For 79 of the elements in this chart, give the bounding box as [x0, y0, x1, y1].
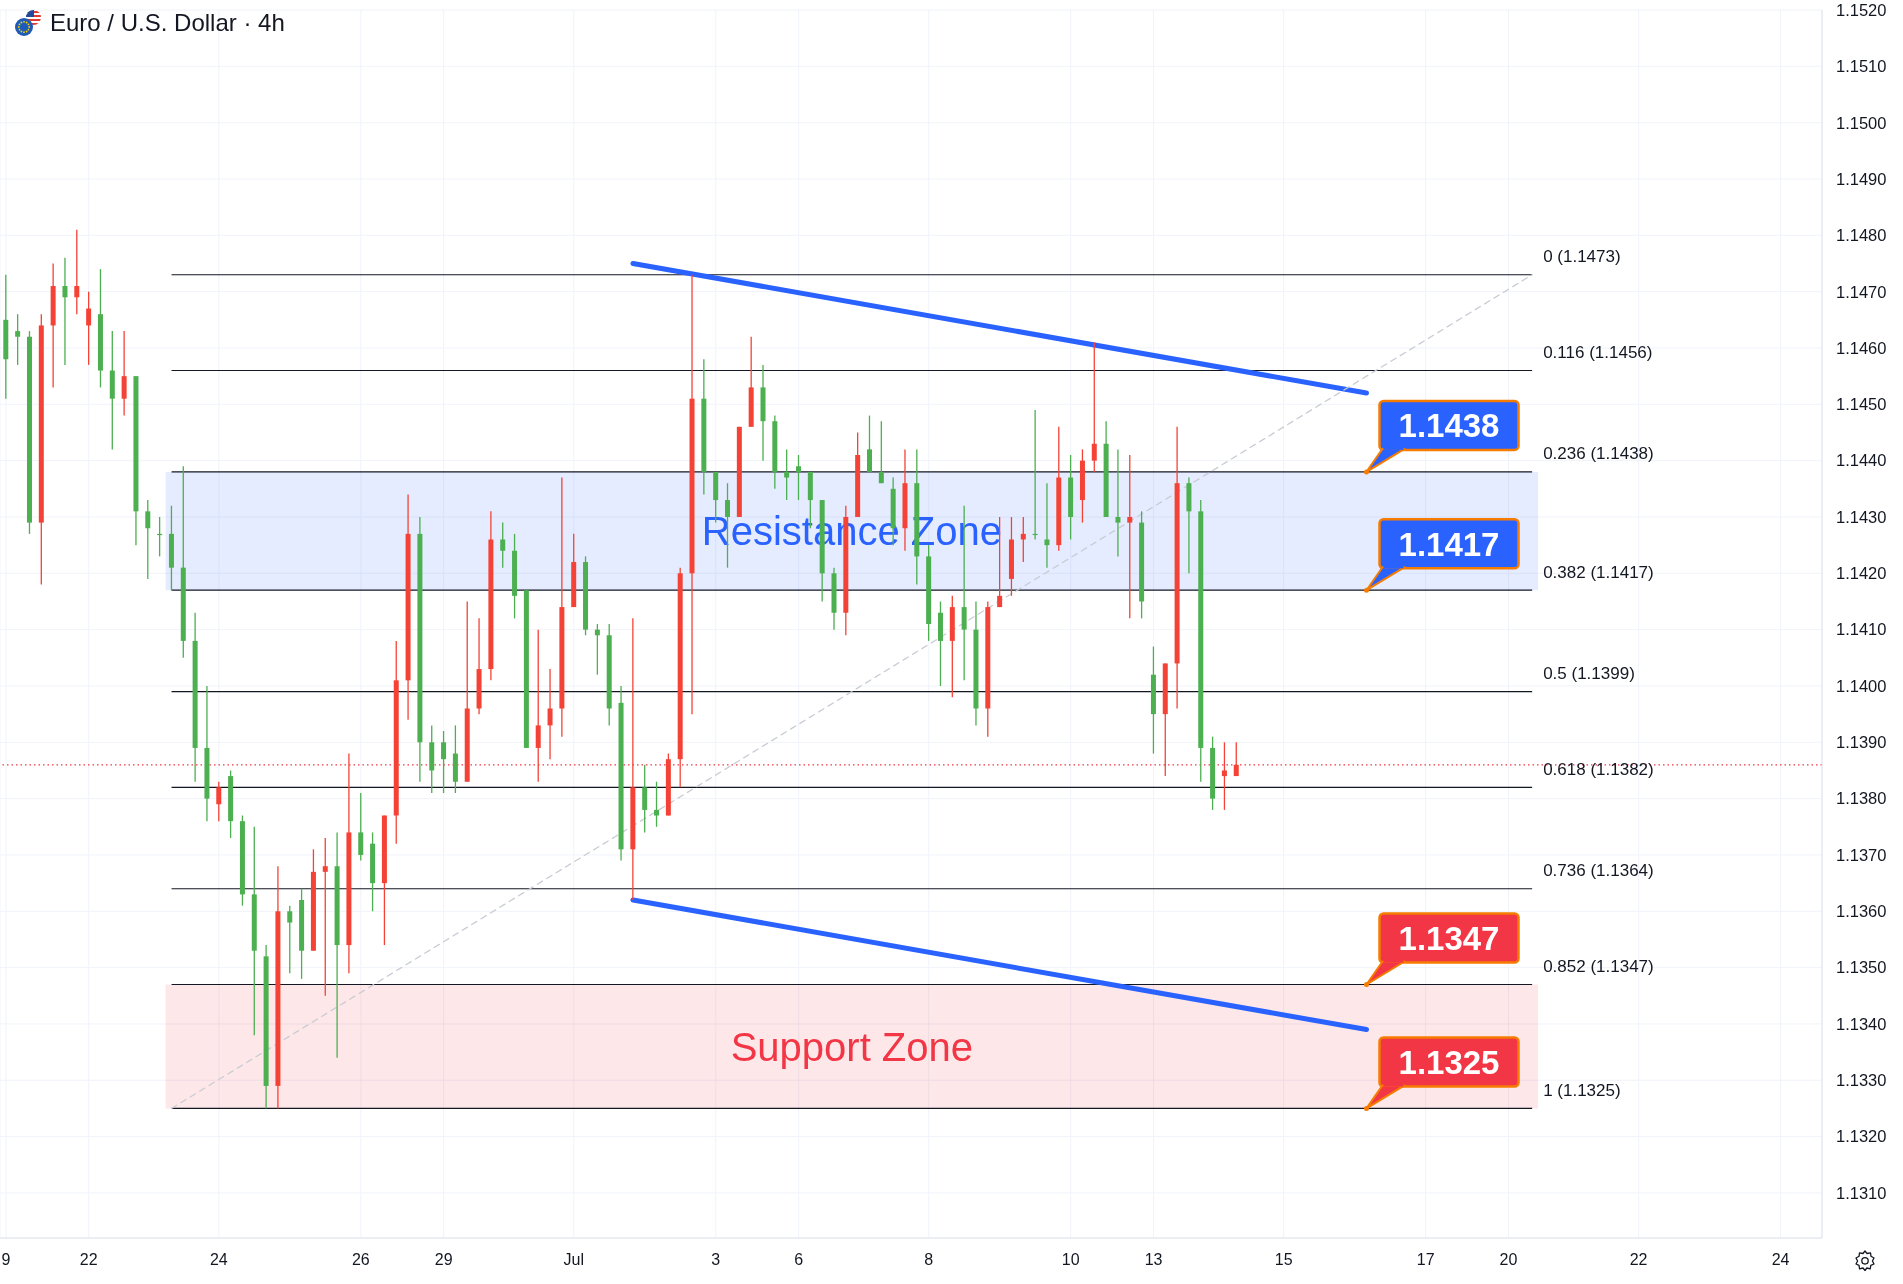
y-tick-label: 1.1410: [1836, 620, 1887, 639]
y-tick-label: 1.1490: [1836, 169, 1887, 188]
x-tick-label: 15: [1274, 1251, 1293, 1269]
ref-line-label: 0.236 (1.1438): [1543, 444, 1654, 464]
candlestick: [654, 781, 660, 828]
x-tick-label: 29: [434, 1251, 453, 1269]
y-tick-label: 1.1500: [1836, 113, 1887, 132]
y-tick-label: 1.1440: [1836, 451, 1887, 470]
annotation: 1.1438: [1398, 407, 1500, 445]
candlestick: [642, 764, 648, 834]
y-tick-label: 1.1460: [1836, 338, 1887, 357]
y-tick-label: 1.1450: [1836, 395, 1887, 414]
x-tick-label: 22: [1629, 1251, 1648, 1269]
y-tick-label: 1.1430: [1836, 507, 1887, 526]
candlestick: [441, 730, 447, 794]
candlestick: [535, 628, 541, 783]
y-tick-label: 1.1470: [1836, 282, 1887, 301]
candlestick: [1020, 516, 1026, 563]
candlestick: [796, 454, 801, 501]
x-tick-label: 24: [209, 1251, 228, 1269]
candlestick: [287, 905, 293, 974]
candlestick: [1091, 341, 1097, 473]
candlestick: [1115, 448, 1121, 558]
x-tick-label: 17: [1416, 1251, 1435, 1269]
y-tick-label: 1.1420: [1836, 564, 1887, 583]
x-tick-label: 9: [1, 1251, 11, 1269]
ref-line-label: 0 (1.1473): [1543, 247, 1621, 267]
candlestick: [1233, 741, 1239, 777]
candlestick: [15, 313, 21, 366]
y-tick-label: 1.1320: [1836, 1127, 1887, 1146]
x-tick-label: 22: [79, 1251, 98, 1269]
y-tick-label: 1.1380: [1836, 789, 1887, 808]
candlestick: [784, 448, 790, 501]
candlestick: [866, 414, 872, 473]
x-tick-label: 10: [1061, 1251, 1080, 1269]
x-tick-label: 13: [1144, 1251, 1163, 1269]
candlestick: [500, 521, 506, 569]
candlestick: [547, 668, 553, 760]
candlestick: [121, 330, 127, 417]
annotation: 1.1347: [1398, 920, 1500, 958]
x-tick-label: 26: [351, 1251, 370, 1269]
band-label: Support Zone: [730, 1024, 974, 1069]
ref-line-label: 0.382 (1.1417): [1543, 562, 1654, 582]
chart-title: Euro / U.S. Dollar · 4h: [50, 9, 285, 37]
ref-line-label: 0.736 (1.1364): [1543, 861, 1654, 881]
y-tick-label: 1.1510: [1836, 57, 1887, 76]
ref-line-label: 0.116 (1.1456): [1543, 343, 1653, 363]
x-tick-label: 3: [711, 1251, 721, 1269]
y-tick-label: 1.1520: [1836, 0, 1887, 19]
candlestick: [62, 257, 68, 366]
candlestick: [878, 420, 884, 484]
y-tick-label: 1.1350: [1836, 958, 1887, 977]
candlestick: [322, 837, 328, 997]
x-tick-label: 24: [1771, 1251, 1790, 1269]
ref-line-label: 0.5 (1.1399): [1543, 664, 1635, 684]
annotation: 1.1417: [1398, 525, 1500, 563]
y-tick-label: 1.1370: [1836, 845, 1887, 864]
candlestick: [358, 792, 364, 862]
ref-line-label: 0.618 (1.1382): [1543, 759, 1654, 779]
y-tick-label: 1.1390: [1836, 733, 1887, 752]
y-tick-label: 1.1400: [1836, 676, 1887, 695]
candlestick: [86, 291, 92, 366]
x-tick-label: Jul: [563, 1251, 585, 1269]
candlestick: [1221, 741, 1227, 811]
y-tick-label: 1.1360: [1836, 902, 1887, 921]
y-tick-label: 1.1480: [1836, 226, 1887, 245]
candlestick: [1127, 454, 1133, 620]
candlestick: [216, 781, 222, 822]
ref-line-label: 1 (1.1325): [1543, 1080, 1621, 1100]
y-tick-label: 1.1310: [1836, 1183, 1887, 1202]
candlestick: [74, 229, 80, 315]
x-tick-label: 6: [794, 1251, 804, 1269]
annotation: 1.1325: [1398, 1043, 1500, 1081]
ref-line-label: 0.852 (1.1347): [1543, 957, 1654, 977]
candlestick: [145, 499, 151, 580]
y-tick-label: 1.1340: [1836, 1014, 1887, 1033]
x-tick-label: 20: [1499, 1251, 1518, 1269]
x-tick-label: 8: [924, 1251, 934, 1269]
y-tick-label: 1.1330: [1836, 1071, 1887, 1090]
